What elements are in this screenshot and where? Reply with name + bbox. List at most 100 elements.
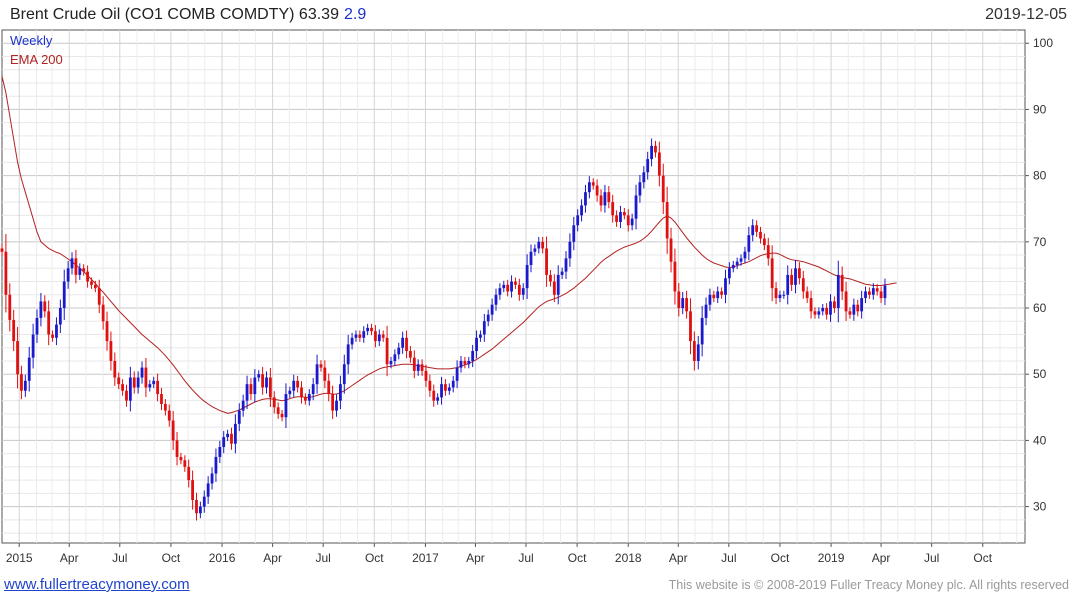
candle-body <box>770 258 774 289</box>
candle-body <box>230 433 233 444</box>
candle-body <box>4 251 8 295</box>
candle-body <box>179 456 183 461</box>
candle-body <box>245 384 249 401</box>
candle-body <box>498 288 502 295</box>
candle-body <box>778 294 782 299</box>
candle-body <box>848 311 852 315</box>
candle-body <box>451 380 455 388</box>
candle-body <box>762 238 766 246</box>
candle-body <box>296 380 300 388</box>
y-tick-label: 50 <box>1033 367 1047 381</box>
candle-body <box>424 370 428 381</box>
x-tick-label: Oct <box>365 551 384 565</box>
candle-body <box>852 304 856 315</box>
candle-body <box>210 473 214 484</box>
candle-body <box>237 410 241 424</box>
candle-body <box>300 387 303 398</box>
candle-body <box>226 433 230 438</box>
candle-body <box>564 258 568 272</box>
candle-body <box>840 274 844 292</box>
candle-body <box>160 394 163 404</box>
candle-body <box>568 241 572 259</box>
x-tick-label: Oct <box>162 551 181 565</box>
candle-body <box>447 387 451 391</box>
candle-body <box>673 261 677 292</box>
candle-body <box>374 331 377 342</box>
candle-body <box>62 281 66 309</box>
candle-body <box>97 288 101 305</box>
y-tick-label: 60 <box>1033 301 1047 315</box>
grid-lines <box>2 30 1025 543</box>
candle-body <box>560 271 564 275</box>
ema-line <box>1 76 897 414</box>
candle-body <box>335 400 338 411</box>
candle-body <box>268 377 272 398</box>
candle-body <box>611 202 615 216</box>
candle-body <box>218 447 222 457</box>
candle-body <box>385 337 389 365</box>
candle-body <box>350 337 354 345</box>
candle-body <box>774 288 778 299</box>
candle-body <box>140 367 144 378</box>
candle-body <box>163 403 167 411</box>
candle-body <box>12 319 16 342</box>
candle-body <box>724 278 727 295</box>
candle-body <box>817 311 821 315</box>
candle-body <box>249 384 253 395</box>
candle-body <box>319 364 323 368</box>
candle-body <box>883 285 887 299</box>
candle-body <box>704 304 708 318</box>
candle-body <box>389 360 393 365</box>
candle-body <box>128 377 132 401</box>
candle-body <box>354 334 358 338</box>
candle-body <box>790 274 794 285</box>
candle-body <box>490 304 494 315</box>
candle-body <box>751 225 755 236</box>
candle-body <box>685 298 688 312</box>
candle-body <box>420 364 424 371</box>
candle-body <box>533 248 537 252</box>
candle-body <box>739 258 743 262</box>
candle-body <box>786 274 790 295</box>
candle-body <box>615 215 618 222</box>
candle-body <box>409 351 412 358</box>
x-tick-label: Jul <box>518 551 533 565</box>
candle-body <box>440 384 443 398</box>
candle-body <box>381 334 385 338</box>
x-tick-label: Apr <box>872 551 891 565</box>
candle-body <box>311 384 315 395</box>
candle-body <box>766 245 770 259</box>
x-tick-label: Jul <box>316 551 331 565</box>
x-tick-label: Jul <box>721 551 736 565</box>
candle-body <box>342 364 346 385</box>
candle-body <box>556 274 560 295</box>
footer: www.fullertreacymoney.com This website i… <box>0 572 1075 600</box>
candle-body <box>475 337 478 352</box>
candle-body <box>510 281 513 292</box>
candle-body <box>529 251 533 265</box>
website-link[interactable]: www.fullertreacymoney.com <box>4 576 190 593</box>
candle-body <box>836 274 840 309</box>
candle-body <box>405 337 408 352</box>
candle-body <box>875 288 879 292</box>
candle-body <box>700 317 704 345</box>
candle-body <box>346 344 350 365</box>
candle-body <box>712 294 716 299</box>
x-tick-label: 2016 <box>209 551 236 565</box>
candle-body <box>288 390 292 395</box>
x-tick-label: Apr <box>263 551 282 565</box>
candle-body <box>152 380 156 385</box>
x-tick-label: Oct <box>973 551 992 565</box>
candle-body <box>619 212 622 222</box>
candle-body <box>444 384 447 391</box>
price-change: 2.9 <box>343 6 367 23</box>
candle-body <box>599 195 603 206</box>
candle-body <box>650 145 653 160</box>
candle-body <box>591 182 595 186</box>
ema-series <box>1 76 897 414</box>
candle-body <box>459 360 463 368</box>
candle-body <box>93 284 97 289</box>
candle-body <box>86 271 89 282</box>
candle-body <box>412 357 416 371</box>
x-tick-label: Jul <box>924 551 939 565</box>
